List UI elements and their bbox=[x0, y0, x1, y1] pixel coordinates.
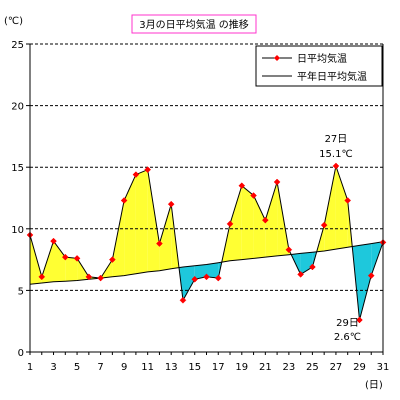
daily-temperature-point bbox=[203, 273, 210, 281]
x-tick-label: 25 bbox=[306, 362, 319, 373]
above-normal-fill bbox=[335, 166, 348, 250]
y-tick-label: 25 bbox=[11, 40, 24, 51]
daily-temperature-point bbox=[344, 197, 352, 204]
above-normal-fill bbox=[241, 185, 254, 260]
y-tick-label: 10 bbox=[11, 225, 24, 236]
axes bbox=[26, 43, 384, 355]
x-tick-label: 3 bbox=[50, 362, 56, 373]
x-tick-label: 17 bbox=[212, 362, 225, 373]
daily-temperature-point bbox=[356, 316, 363, 324]
series-markers bbox=[26, 162, 387, 324]
daily-temperature-point bbox=[167, 200, 175, 208]
above-normal-fill bbox=[253, 195, 266, 259]
deviation-fills bbox=[30, 166, 383, 320]
x-tick-label: 7 bbox=[97, 362, 103, 373]
daily-temperature-point bbox=[61, 253, 69, 261]
annotation-min-day: 29日 bbox=[336, 318, 359, 329]
daily-temperature-point bbox=[156, 240, 163, 247]
daily-temperature-point bbox=[250, 192, 257, 199]
below-normal-fill bbox=[359, 243, 372, 320]
below-normal-fill bbox=[206, 262, 219, 279]
above-normal-fill bbox=[324, 166, 336, 251]
daily-temperature-point bbox=[309, 263, 316, 271]
y-axis-label: (℃) bbox=[4, 16, 23, 27]
x-tick-label: 13 bbox=[165, 362, 178, 373]
x-axis-label: (日) bbox=[365, 380, 383, 391]
legend-daily-marker bbox=[274, 55, 280, 61]
above-normal-fill bbox=[53, 241, 66, 282]
y-tick-label: 5 bbox=[18, 286, 24, 297]
chart-title-border bbox=[131, 14, 257, 34]
below-normal-fill bbox=[194, 264, 207, 280]
y-tick-label: 20 bbox=[11, 102, 24, 113]
chart-title-box: 3月の日平均気温 の推移 bbox=[131, 14, 257, 34]
x-tick-label: 29 bbox=[353, 362, 366, 373]
daily-temperature-point bbox=[132, 171, 140, 178]
above-normal-fill bbox=[265, 182, 278, 258]
above-normal-fill bbox=[30, 235, 42, 285]
daily-temperature-point bbox=[214, 274, 222, 282]
y-tick-label: 15 bbox=[11, 163, 24, 174]
x-tick-label: 9 bbox=[121, 362, 127, 373]
below-normal-fill bbox=[300, 252, 313, 275]
x-tick-label: 19 bbox=[235, 362, 248, 373]
gridlines bbox=[30, 43, 383, 291]
above-normal-fill bbox=[124, 174, 136, 276]
x-tick-label: 23 bbox=[282, 362, 295, 373]
daily-temperature-point bbox=[297, 271, 304, 278]
above-normal-fill bbox=[135, 169, 148, 274]
x-tick-label: 1 bbox=[27, 362, 33, 373]
daily-temperature-point bbox=[261, 216, 269, 224]
daily-temperature-point bbox=[273, 178, 281, 186]
daily-temperature-point bbox=[367, 272, 375, 279]
annotations: 27日 15.1℃ 29日 2.6℃ bbox=[319, 134, 361, 343]
daily-temperature-point bbox=[191, 275, 199, 283]
daily-temperature-point bbox=[85, 273, 93, 281]
daily-temperature-point bbox=[109, 256, 116, 263]
x-tick-label: 21 bbox=[259, 362, 272, 373]
daily-temperature-point bbox=[332, 162, 340, 170]
daily-temperature-point bbox=[97, 274, 104, 282]
daily-temperature-point bbox=[144, 166, 152, 174]
above-normal-fill bbox=[112, 200, 125, 277]
chart-title: 3月の日平均気温 の推移 bbox=[139, 18, 249, 31]
legend-normal-label: 平年日平均気温 bbox=[297, 70, 367, 83]
y-tick-label: 0 bbox=[18, 348, 24, 359]
daily-temperature-point bbox=[285, 246, 293, 254]
daily-temperature-point bbox=[226, 220, 234, 228]
x-tick-label: 27 bbox=[330, 362, 343, 373]
legend-box bbox=[255, 45, 383, 87]
x-tick-label: 31 bbox=[377, 362, 390, 373]
above-normal-fill bbox=[230, 185, 242, 261]
above-normal-fill bbox=[65, 257, 78, 282]
below-normal-fill bbox=[183, 265, 195, 301]
legend-daily-label: 日平均気温 bbox=[297, 52, 347, 65]
daily-temperature-point bbox=[38, 273, 46, 281]
daily-temperature-point bbox=[320, 221, 328, 229]
daily-temperature-point bbox=[238, 182, 246, 190]
daily-temperature-point bbox=[50, 237, 57, 245]
above-normal-fill bbox=[147, 169, 160, 272]
x-tick-label: 5 bbox=[74, 362, 80, 373]
daily-temperature-point bbox=[120, 197, 128, 204]
annotation-min-value: 2.6℃ bbox=[334, 332, 361, 343]
above-normal-fill bbox=[159, 204, 172, 271]
annotation-max-value: 15.1℃ bbox=[319, 149, 353, 160]
x-tick-label: 15 bbox=[188, 362, 201, 373]
annotation-max-day: 27日 bbox=[325, 134, 348, 145]
x-tick-label: 11 bbox=[141, 362, 154, 373]
daily-temperature-point bbox=[179, 296, 187, 304]
daily-temperature-point bbox=[73, 255, 81, 262]
